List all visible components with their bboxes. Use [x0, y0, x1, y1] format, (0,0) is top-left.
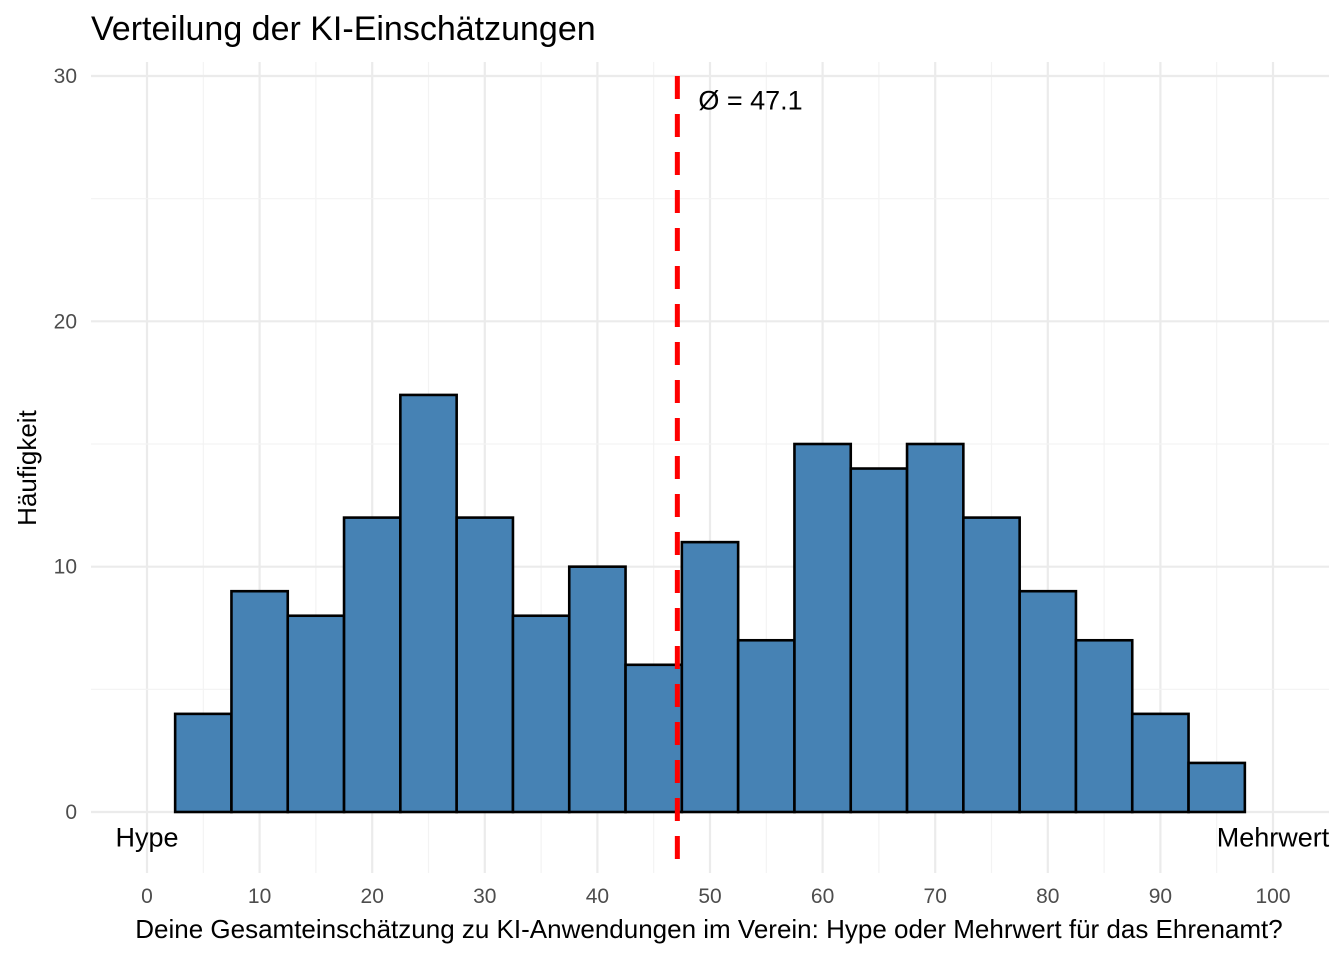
x-axis-label: Deine Gesamteinschätzung zu KI-Anwendung… — [135, 914, 1283, 944]
histogram-bar — [1130, 712, 1190, 814]
x-tick-label: 60 — [811, 885, 834, 908]
histogram-bar — [624, 663, 684, 814]
y-tick-label: 10 — [54, 556, 77, 579]
mean-label: Ø = 47.1 — [698, 86, 802, 116]
histogram-bar — [680, 540, 740, 814]
mean-marker: Ø = 47.1 — [674, 76, 803, 873]
x-tick-label: 100 — [1255, 885, 1290, 908]
histogram-bar — [905, 442, 965, 814]
bars — [173, 393, 1247, 814]
histogram-bar — [962, 516, 1021, 814]
x-tick-label: 50 — [698, 885, 721, 908]
x-tick-label: 40 — [586, 885, 609, 908]
histogram-bar — [342, 516, 402, 814]
histogram-bar — [455, 516, 515, 814]
annotations: Hype Mehrwert — [115, 823, 1329, 853]
histogram-bar — [1018, 589, 1078, 814]
histogram-bar — [793, 442, 853, 814]
histogram-bar — [1074, 638, 1134, 814]
y-tick-label: 30 — [54, 65, 77, 88]
x-tick-label: 0 — [141, 885, 153, 908]
histogram-bar — [511, 614, 571, 814]
tick-labels: 0 10 20 30 40 50 60 70 80 90 100 0 10 20 30 — [54, 65, 1291, 908]
axis-end-annotation: Mehrwert — [1217, 823, 1330, 853]
x-tick-label: 30 — [473, 885, 496, 908]
histogram-bar — [736, 638, 796, 814]
x-tick-label: 20 — [361, 885, 384, 908]
histogram-bar — [567, 565, 627, 814]
x-tick-label: 80 — [1036, 885, 1059, 908]
histogram-bar — [286, 614, 346, 814]
axis-end-annotation: Hype — [115, 823, 178, 853]
x-tick-label: 90 — [1149, 885, 1172, 908]
histogram-bar — [399, 393, 458, 814]
y-tick-label: 0 — [65, 801, 77, 824]
histogram-bar — [849, 467, 909, 814]
x-tick-label: 70 — [924, 885, 947, 908]
y-tick-label: 20 — [54, 310, 77, 333]
histogram-bar — [230, 589, 290, 814]
y-axis-label: Häufigkeit — [12, 409, 42, 525]
x-tick-label: 10 — [248, 885, 271, 908]
chart-title: Verteilung der KI-Einschätzungen — [91, 10, 596, 48]
histogram-bar — [173, 712, 233, 814]
histogram-bar — [1187, 761, 1247, 814]
